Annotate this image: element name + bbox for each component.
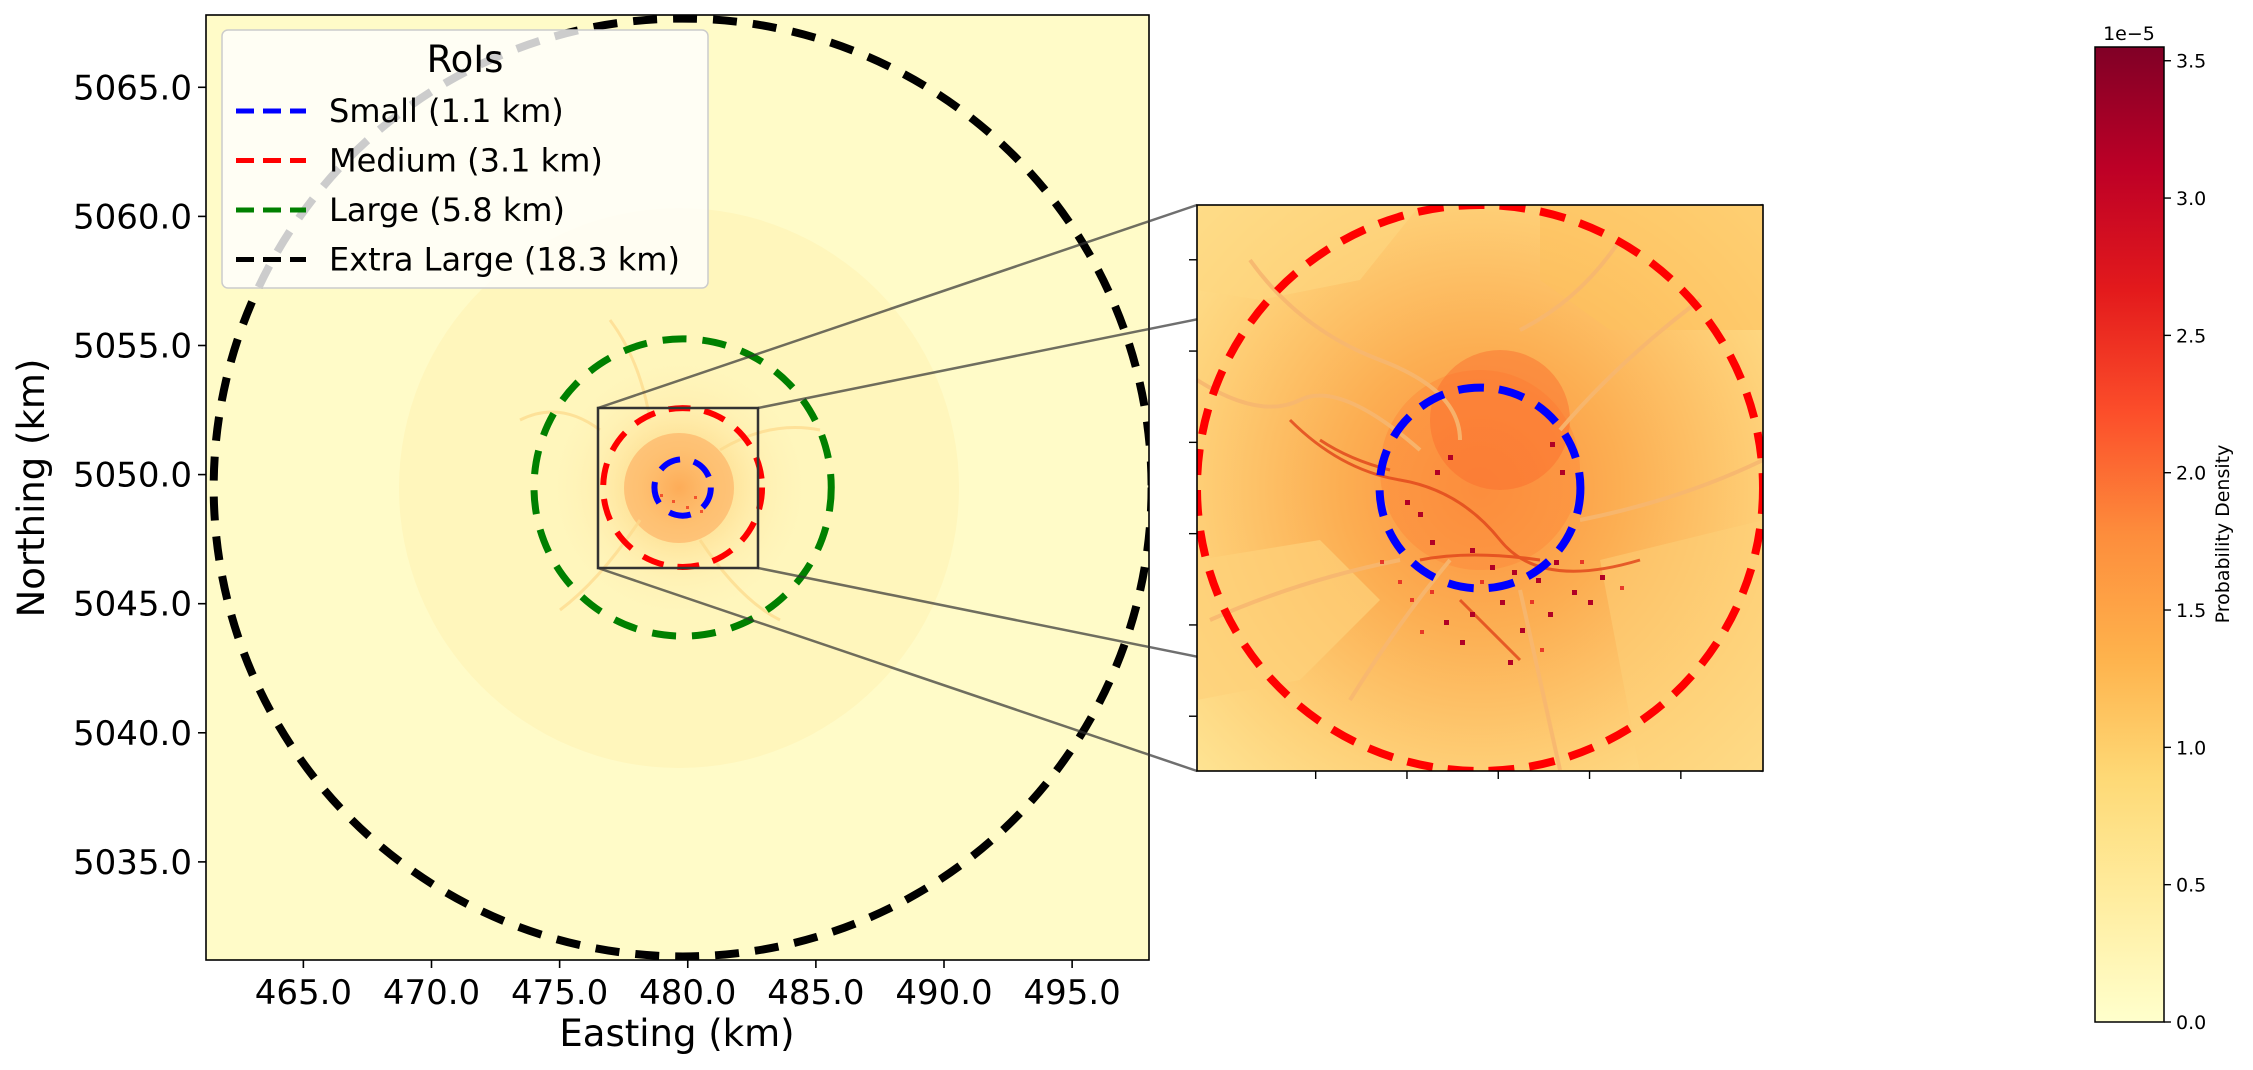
colorbar-multiplier: 1e−5 — [2103, 23, 2155, 45]
legend-box — [221, 29, 709, 289]
colorbar-tick-label: 1.5 — [2176, 600, 2206, 622]
inset-ticks — [1189, 259, 1682, 779]
colorbar-tick-label: 0.0 — [2176, 1012, 2206, 1034]
colorbar-ticks: 0.0 0.5 1.0 1.5 2.0 2.5 3.0 3.5 — [2164, 51, 2206, 1034]
legend-entry-label: Extra Large (18.3 km) — [329, 241, 680, 279]
x-tick-label: 490.0 — [895, 973, 992, 1013]
inset-roi-circles — [1197, 205, 1763, 771]
y-tick-label: 5045.0 — [73, 585, 192, 625]
roi-circle-small — [651, 456, 714, 519]
colorbar-tick-label: 2.0 — [2176, 463, 2206, 485]
main-map-frame — [205, 14, 1150, 961]
y-tick-label: 5060.0 — [73, 197, 192, 237]
inset-density-detail — [1197, 205, 1763, 771]
inset-roi-circle-small — [1375, 383, 1585, 593]
y-tick-label: 5050.0 — [73, 456, 192, 496]
legend-title: RoIs — [427, 38, 504, 81]
connector-line — [597, 203, 1198, 410]
colorbar-tick-label: 3.5 — [2176, 51, 2206, 73]
x-tick-label: 480.0 — [639, 973, 736, 1013]
x-tick-label: 495.0 — [1023, 973, 1120, 1013]
inset-frame — [1196, 204, 1764, 772]
y-tick-label: 5040.0 — [73, 714, 192, 754]
y-tick-label: 5055.0 — [73, 326, 192, 366]
inset-map — [1189, 204, 1764, 779]
legend-entries: Small (1.1 km) Medium (3.1 km) Large (5.8 … — [236, 92, 680, 279]
colorbar-tick-label: 2.5 — [2176, 325, 2206, 347]
density-field — [399, 208, 959, 768]
x-tick-label: 475.0 — [511, 973, 608, 1013]
x-axis-ticks: 465.0 470.0 475.0 480.0 485.0 490.0 495.0 — [255, 960, 1121, 1013]
y-axis-label: Northing (km) — [10, 359, 53, 618]
x-axis-label: Easting (km) — [559, 1012, 794, 1055]
zoom-region-box — [596, 406, 760, 570]
colorbar-tick-label: 3.0 — [2176, 188, 2206, 210]
connector-line — [597, 566, 1198, 773]
roi-circle-large — [530, 335, 835, 640]
y-axis-ticks: 5035.0 5040.0 5045.0 5050.0 5055.0 5060.0 5065… — [73, 68, 206, 883]
legend-entry-label: Large (5.8 km) — [329, 191, 565, 229]
x-tick-label: 485.0 — [767, 973, 864, 1013]
colorbar-tick-label: 1.0 — [2176, 737, 2206, 759]
colorbar: 1e−5 0.0 0.5 1.0 1.5 2.0 2.5 3.0 3.5 Probabilit… — [2094, 23, 2234, 1034]
legend-entry-label: Small (1.1 km) — [329, 92, 564, 130]
y-tick-label: 5065.0 — [73, 68, 192, 108]
roi-circle-extra — [209, 15, 1149, 960]
y-tick-label: 5035.0 — [73, 843, 192, 883]
colorbar-label: Probability Density — [2212, 445, 2234, 624]
legend-entry-label: Medium (3.1 km) — [329, 142, 603, 180]
x-tick-label: 465.0 — [255, 973, 352, 1013]
x-tick-label: 470.0 — [383, 973, 480, 1013]
colorbar-tick-label: 0.5 — [2176, 875, 2206, 897]
legend: RoIs Small (1.1 km) Medium (3.1 km) Large … — [221, 29, 709, 289]
colorbar-gradient — [2094, 46, 2165, 1023]
